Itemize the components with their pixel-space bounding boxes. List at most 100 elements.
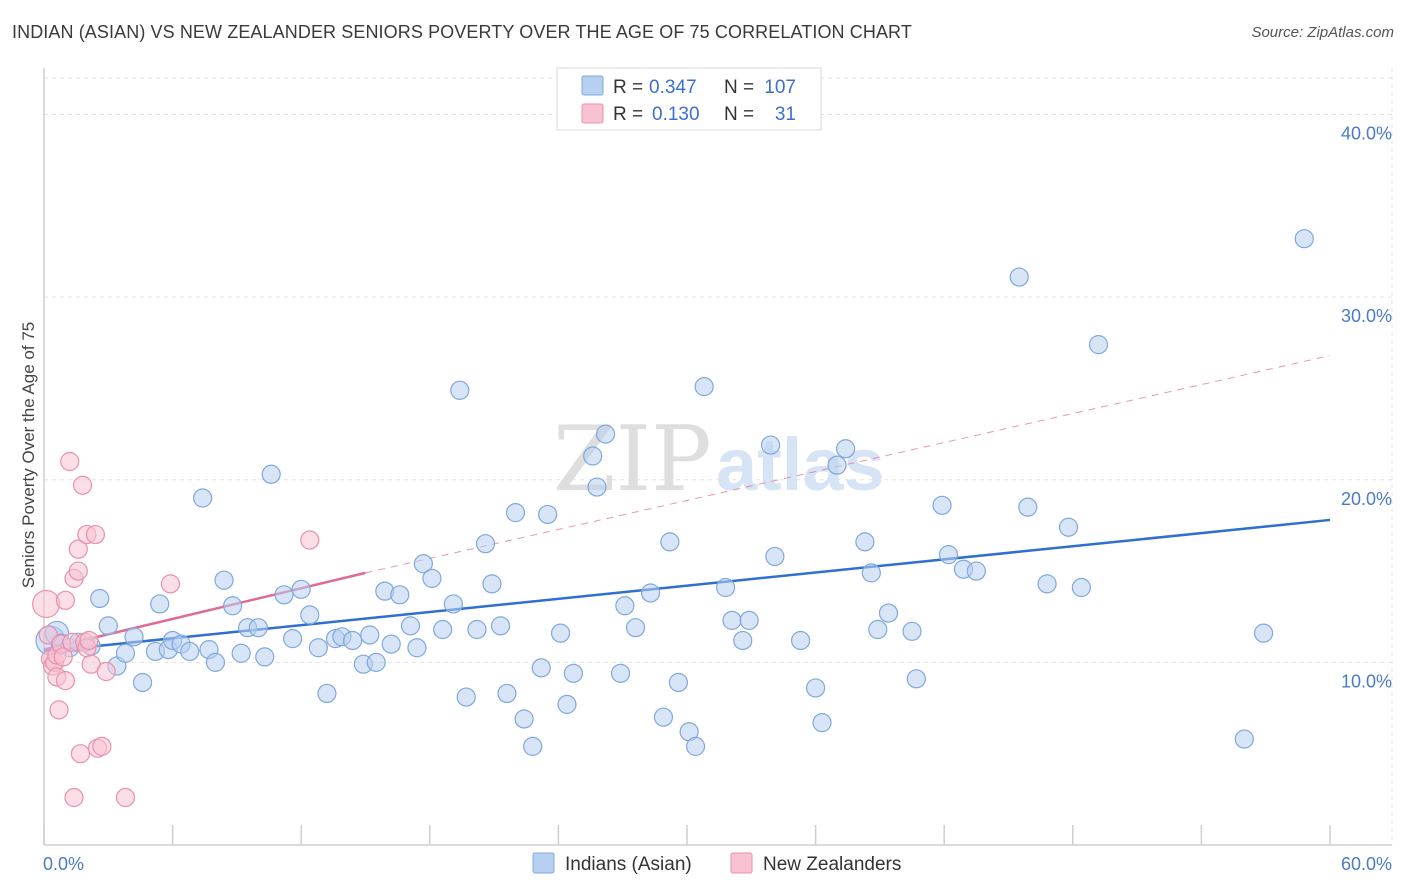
indians-point-17 — [180, 641, 200, 662]
stats-legend: R = 0.347 N = 107 R = 0.130 N = 31 — [556, 67, 822, 131]
indians-point-44 — [407, 638, 427, 658]
indians-point-72 — [660, 532, 680, 552]
nz-point-31 — [300, 530, 320, 550]
indians-point-32 — [308, 638, 328, 658]
indians-point-93 — [906, 669, 926, 689]
series-legend-swatch-blue — [532, 852, 555, 874]
indians-point-66 — [595, 424, 616, 444]
nz-point-10 — [55, 671, 76, 691]
indians-point-106 — [1294, 229, 1314, 249]
indians-point-73 — [668, 672, 689, 693]
indians-point-61 — [550, 623, 571, 643]
indians-point-29 — [283, 629, 303, 649]
indians-point-25 — [248, 618, 268, 638]
indians-point-67 — [610, 663, 631, 683]
nz-point-30 — [160, 574, 181, 594]
y-tick-labels: 10.0% 20.0% 30.0% 40.0% — [1341, 124, 1392, 692]
indians-point-63 — [563, 663, 584, 683]
legend-swatch-pink — [581, 103, 604, 124]
indians-point-77 — [715, 577, 736, 598]
y-axis-label: Seniors Poverty Over the Age of 75 — [19, 322, 38, 588]
legend-r-label-0: R = — [613, 77, 643, 98]
chart-title: INDIAN (ASIAN) VS NEW ZEALANDER SENIORS … — [12, 22, 912, 42]
indians-point-78 — [722, 610, 742, 630]
indians-point-28 — [274, 585, 294, 605]
axes — [43, 68, 1392, 846]
indians-point-50 — [456, 687, 476, 707]
trend-line-nz-extension — [365, 355, 1331, 574]
series-new-zealanders — [32, 451, 320, 808]
indians-point-41 — [381, 634, 401, 654]
indians-point-10 — [124, 627, 144, 647]
indians-point-22 — [223, 596, 243, 616]
indians-point-43 — [400, 616, 421, 636]
indians-point-62 — [557, 694, 577, 714]
nz-point-17 — [68, 539, 88, 559]
indians-point-55 — [497, 683, 517, 704]
indians-point-82 — [765, 546, 785, 567]
indians-point-104 — [1234, 729, 1254, 749]
indians-point-23 — [231, 643, 251, 663]
indians-point-103 — [1088, 335, 1109, 355]
indians-point-46 — [422, 568, 442, 588]
indians-point-64 — [583, 446, 603, 466]
indians-point-85 — [812, 713, 832, 733]
nz-point-19 — [72, 475, 93, 495]
indians-point-70 — [640, 583, 661, 603]
indians-point-30 — [291, 579, 311, 599]
indians-point-98 — [1009, 267, 1029, 287]
nz-point-28 — [96, 661, 116, 682]
indians-point-27 — [261, 464, 281, 484]
series-legend-label-nz: New Zealanders — [763, 854, 901, 875]
nz-point-11 — [55, 590, 76, 610]
indians-point-38 — [360, 625, 380, 645]
indians-point-105 — [1253, 623, 1274, 643]
nz-point-12 — [60, 451, 80, 472]
indians-point-52 — [475, 534, 496, 554]
indians-point-75 — [685, 736, 706, 756]
series-legend: Indians (Asian) New Zealanders — [532, 852, 901, 875]
nz-point-25 — [85, 524, 106, 545]
watermark-atlas: atlas — [716, 423, 885, 506]
nz-point-29 — [115, 787, 136, 808]
y-tick-label-30: 30.0% — [1341, 306, 1392, 326]
indians-point-101 — [1058, 517, 1079, 537]
legend-n-value-0: 107 — [764, 77, 796, 98]
nz-point-9 — [53, 647, 73, 667]
nz-point-0 — [32, 589, 61, 619]
indians-point-26 — [255, 647, 275, 667]
indians-point-97 — [966, 561, 986, 581]
legend-r-label-1: R = — [613, 104, 643, 125]
y-tick-label-40: 40.0% — [1341, 124, 1392, 144]
indians-point-88 — [855, 532, 875, 552]
indians-point-42 — [390, 585, 410, 605]
nz-point-7 — [49, 700, 69, 720]
indians-point-54 — [490, 616, 511, 636]
nz-point-16 — [68, 561, 88, 581]
indians-point-56 — [505, 503, 526, 523]
y-tick-label-10: 10.0% — [1341, 671, 1392, 691]
indians-point-48 — [443, 594, 463, 614]
indians-point-58 — [523, 736, 543, 756]
watermark: ZIP atlas — [553, 407, 885, 512]
indians-point-86 — [827, 455, 847, 475]
indians-point-11 — [132, 672, 153, 693]
legend-r-value-0: 0.347 — [649, 77, 697, 98]
series-legend-swatch-pink — [730, 852, 753, 874]
indians-point-100 — [1037, 574, 1057, 594]
series-indians-asian — [35, 229, 1314, 756]
indians-point-65 — [587, 477, 607, 497]
indians-point-59 — [531, 658, 551, 678]
indians-point-80 — [739, 610, 759, 630]
indians-point-20 — [205, 652, 226, 672]
legend-n-label-0: N = — [724, 77, 754, 98]
indians-point-92 — [902, 621, 922, 641]
y-tick-label-20: 20.0% — [1341, 489, 1392, 509]
indians-point-39 — [366, 652, 386, 672]
nz-point-18 — [70, 744, 91, 764]
indians-point-90 — [868, 619, 888, 640]
x-tick-label-max: 60.0% — [1341, 854, 1392, 874]
legend-r-value-1: 0.130 — [652, 104, 700, 125]
legend-n-label-1: N = — [724, 104, 754, 125]
